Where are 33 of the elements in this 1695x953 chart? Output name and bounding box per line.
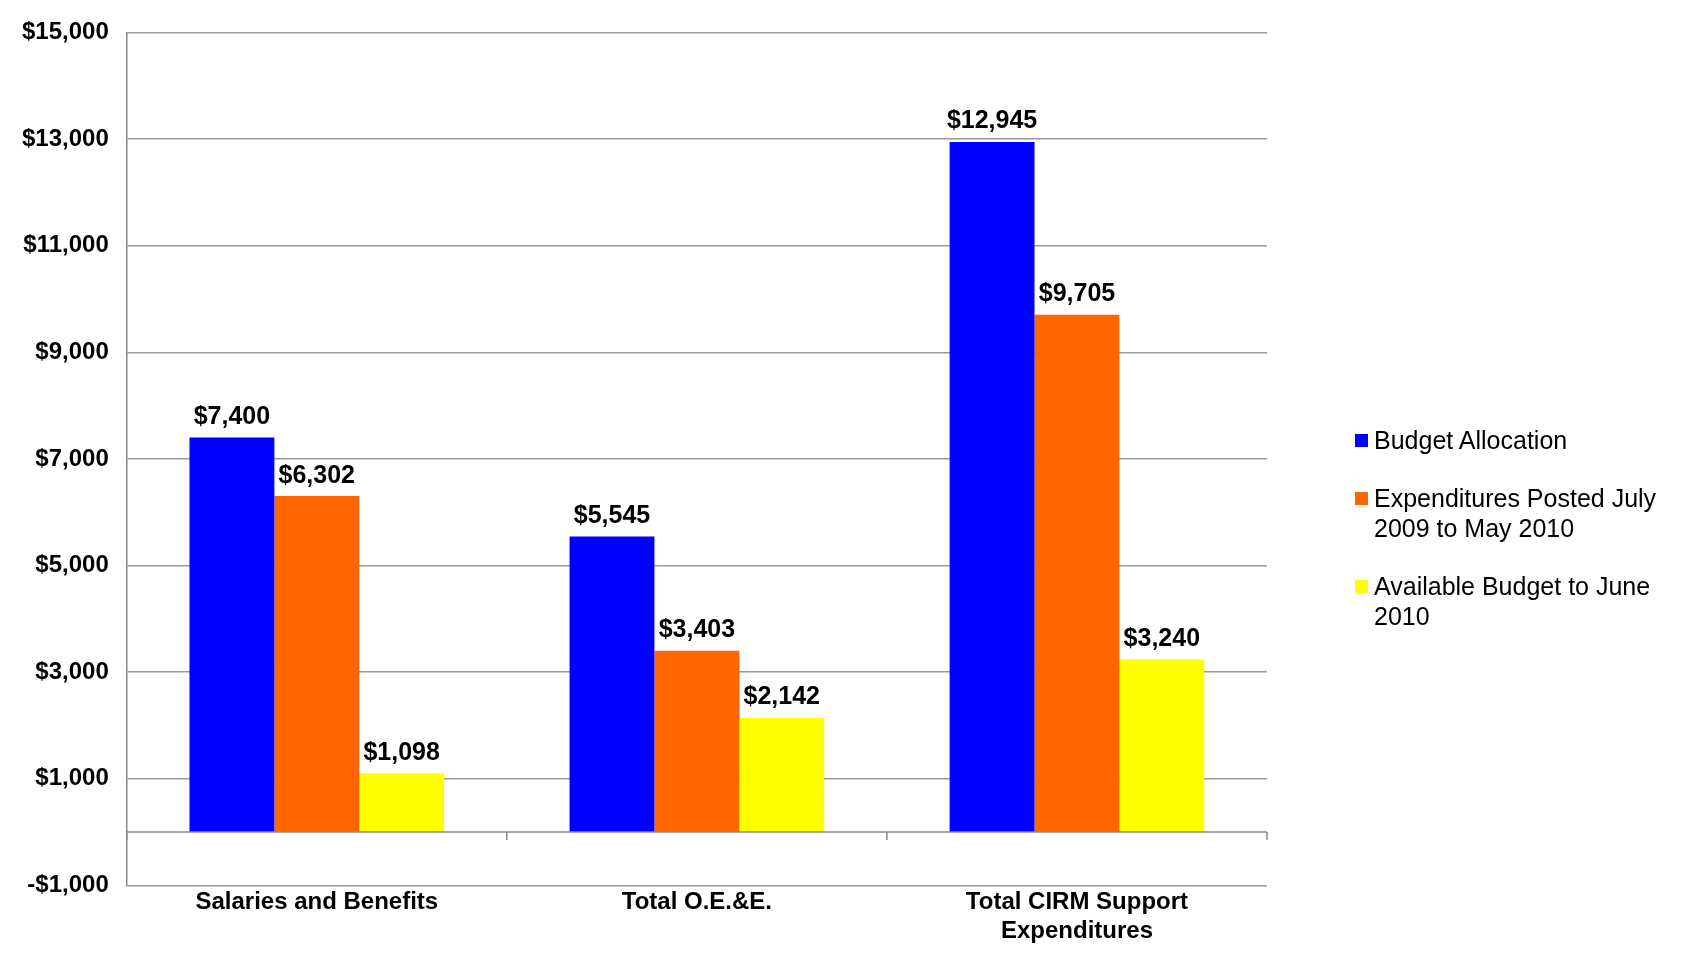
bar <box>949 141 1035 833</box>
bar <box>1034 314 1120 833</box>
data-label: $3,403 <box>658 614 736 643</box>
data-label: $9,705 <box>1038 278 1116 307</box>
data-label: $7,400 <box>193 400 271 429</box>
data-label: $3,240 <box>1123 622 1201 651</box>
y-tick-label: $1,000 <box>35 763 109 791</box>
data-label: $2,142 <box>743 681 820 710</box>
bar <box>189 437 275 833</box>
bar <box>1119 659 1205 833</box>
bar <box>654 650 740 833</box>
y-tick-label: $5,000 <box>35 550 109 578</box>
y-tick-label: $3,000 <box>35 656 109 684</box>
x-tick-label: Total O.E.&E. <box>621 887 772 915</box>
y-tick-label: -$1,000 <box>27 870 109 898</box>
data-label: $1,098 <box>363 736 441 765</box>
y-tick-label: $13,000 <box>21 123 109 151</box>
y-tick-label: $15,000 <box>21 17 109 45</box>
y-tick-label: $11,000 <box>23 230 109 258</box>
x-tick-label: Salaries and Benefits <box>195 887 439 915</box>
bar <box>359 773 445 833</box>
data-label: $5,545 <box>573 499 651 528</box>
legend-label: Budget Allocation <box>1374 425 1568 455</box>
bar <box>569 536 655 833</box>
y-tick-label: $9,000 <box>35 336 109 364</box>
y-tick-label: $7,000 <box>35 443 109 471</box>
x-tick-label: Total CIRM Support Expenditures <box>965 887 1189 944</box>
data-label: $6,302 <box>278 459 356 488</box>
bar <box>739 717 825 833</box>
legend-label: Expenditures Posted July 2009 to May 2010 <box>1374 483 1658 543</box>
legend-label: Available Budget to June 2010 <box>1374 571 1652 631</box>
bar <box>274 496 360 833</box>
data-label: $12,945 <box>946 105 1038 134</box>
